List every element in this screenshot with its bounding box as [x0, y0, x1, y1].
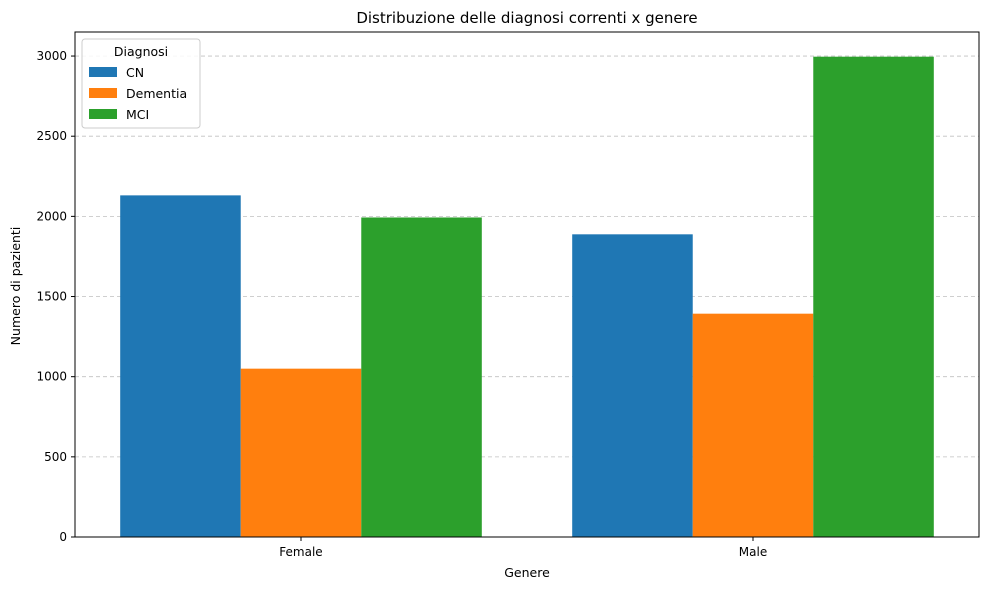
bar-mci-male — [813, 56, 934, 537]
legend-label-dementia: Dementia — [126, 86, 187, 101]
y-tick-label: 1000 — [36, 370, 67, 384]
legend: Diagnosi CN Dementia MCI — [81, 38, 201, 129]
y-tick-label: 0 — [59, 530, 67, 544]
legend-swatch-dementia — [89, 88, 117, 98]
bar-cn-male — [572, 234, 693, 538]
legend-box — [81, 38, 201, 129]
x-tick-label: Female — [279, 545, 322, 559]
y-axis: 0 500 1000 1500 2000 2500 3000 — [36, 49, 75, 544]
bar-cn-female — [120, 195, 241, 537]
y-tick-label: 2500 — [36, 129, 67, 143]
y-axis-label: Numero di pazienti — [8, 227, 23, 346]
legend-title: Diagnosi — [114, 44, 168, 59]
legend-swatch-mci — [89, 109, 117, 119]
legend-label-cn: CN — [126, 65, 144, 80]
x-tick-label: Male — [739, 545, 767, 559]
x-axis-label: Genere — [504, 565, 550, 580]
y-tick-label: 3000 — [36, 49, 67, 63]
legend-swatch-cn — [89, 67, 117, 77]
legend-label-mci: MCI — [126, 107, 149, 122]
bars — [120, 56, 934, 538]
chart-title: Distribuzione delle diagnosi correnti x … — [356, 9, 697, 27]
bar-dementia-female — [240, 368, 362, 537]
plot-frame — [74, 31, 980, 538]
bar-dementia-male — [692, 313, 814, 537]
y-tick-label: 2000 — [36, 209, 67, 223]
y-tick-label: 1500 — [36, 290, 67, 304]
x-axis: Female Male — [279, 537, 767, 559]
y-tick-label: 500 — [44, 450, 67, 464]
bar-mci-female — [361, 217, 482, 537]
